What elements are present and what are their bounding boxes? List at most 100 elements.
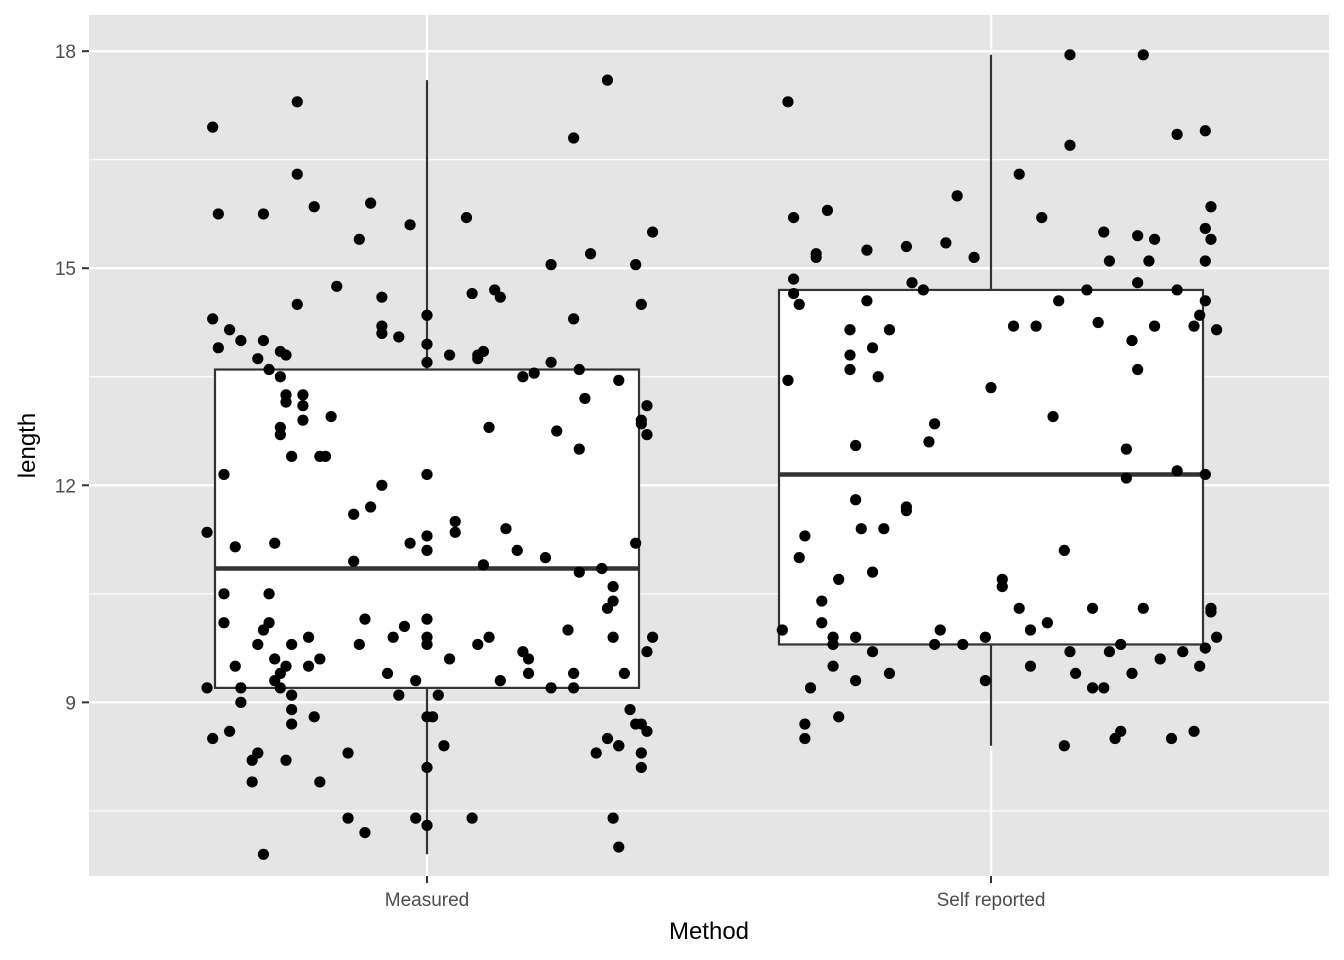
data-point xyxy=(799,732,811,745)
data-point xyxy=(917,284,929,296)
data-point xyxy=(855,523,867,535)
data-point xyxy=(607,580,619,593)
data-point xyxy=(483,421,495,434)
data-point xyxy=(1064,49,1076,61)
data-point xyxy=(539,552,552,564)
data-point xyxy=(827,660,839,672)
data-point xyxy=(1199,125,1211,137)
data-point xyxy=(1098,226,1110,238)
data-point xyxy=(1199,642,1211,654)
data-point xyxy=(359,826,371,839)
data-point xyxy=(404,537,416,549)
data-point xyxy=(522,653,535,665)
data-point xyxy=(788,273,800,285)
data-point xyxy=(472,638,484,651)
data-point xyxy=(1092,316,1104,329)
data-point xyxy=(551,425,563,437)
data-point xyxy=(613,374,625,386)
data-point xyxy=(325,410,337,423)
data-point xyxy=(1058,740,1070,752)
data-point xyxy=(782,374,794,386)
data-point xyxy=(421,761,433,774)
data-point xyxy=(940,237,952,249)
data-point xyxy=(568,132,580,144)
data-point xyxy=(269,537,281,549)
x-tick-label: Self reported xyxy=(937,890,1046,911)
data-point xyxy=(1024,624,1037,636)
data-point xyxy=(224,725,236,737)
data-point xyxy=(866,646,879,658)
data-point xyxy=(618,667,631,680)
data-point xyxy=(286,718,298,730)
data-point xyxy=(443,349,456,361)
data-point xyxy=(522,667,535,680)
data-point xyxy=(601,74,614,86)
data-point xyxy=(494,675,506,687)
data-point xyxy=(934,624,946,636)
data-point xyxy=(1148,320,1161,332)
data-point xyxy=(229,660,241,672)
data-point xyxy=(635,761,647,774)
data-point xyxy=(466,812,478,824)
data-point xyxy=(793,298,805,311)
data-point xyxy=(257,208,270,220)
data-point xyxy=(201,526,213,538)
data-point xyxy=(1199,295,1211,307)
data-point xyxy=(201,682,213,694)
data-point xyxy=(1086,682,1099,694)
data-point xyxy=(985,382,997,394)
axes: 9 12 15 18 Measured Self reported xyxy=(55,42,1046,911)
data-point xyxy=(1064,646,1076,658)
data-point xyxy=(635,747,647,759)
data-point xyxy=(342,812,354,824)
data-point xyxy=(528,367,540,379)
data-point xyxy=(353,638,365,651)
data-point xyxy=(494,291,506,303)
data-point xyxy=(1194,660,1206,672)
data-point xyxy=(596,562,608,575)
data-point xyxy=(1171,465,1183,477)
data-point xyxy=(263,363,275,376)
data-point xyxy=(872,371,884,383)
data-point xyxy=(929,638,941,651)
data-point xyxy=(252,638,264,651)
data-point xyxy=(573,443,585,455)
data-point xyxy=(1024,660,1037,672)
data-point xyxy=(274,421,286,434)
data-point xyxy=(1211,631,1223,643)
data-point xyxy=(630,537,642,549)
data-point xyxy=(568,667,580,680)
y-axis-title: length xyxy=(14,413,41,478)
data-point xyxy=(833,711,845,723)
data-point xyxy=(460,211,473,224)
data-point xyxy=(1120,443,1132,455)
data-point xyxy=(1137,602,1149,614)
data-point xyxy=(878,523,890,535)
data-point xyxy=(477,345,489,358)
data-point xyxy=(297,389,309,401)
data-point xyxy=(404,219,416,231)
data-point xyxy=(1081,284,1093,296)
data-point xyxy=(844,349,856,361)
data-point xyxy=(286,689,298,701)
box-self-reported xyxy=(777,54,1205,746)
data-point xyxy=(641,646,653,658)
data-point xyxy=(365,197,377,209)
data-point xyxy=(274,371,286,383)
data-point xyxy=(850,494,862,506)
data-point xyxy=(432,689,444,701)
data-point xyxy=(1013,168,1025,180)
data-point xyxy=(291,298,303,311)
data-point xyxy=(810,248,822,260)
data-point xyxy=(568,682,580,694)
data-point xyxy=(1205,606,1217,618)
data-point xyxy=(252,353,264,365)
data-point xyxy=(1143,255,1155,267)
data-point xyxy=(1171,128,1183,140)
data-point xyxy=(1148,233,1161,245)
data-point xyxy=(1013,602,1025,614)
data-point xyxy=(545,259,557,271)
data-point xyxy=(1053,295,1065,307)
data-point xyxy=(302,660,315,672)
